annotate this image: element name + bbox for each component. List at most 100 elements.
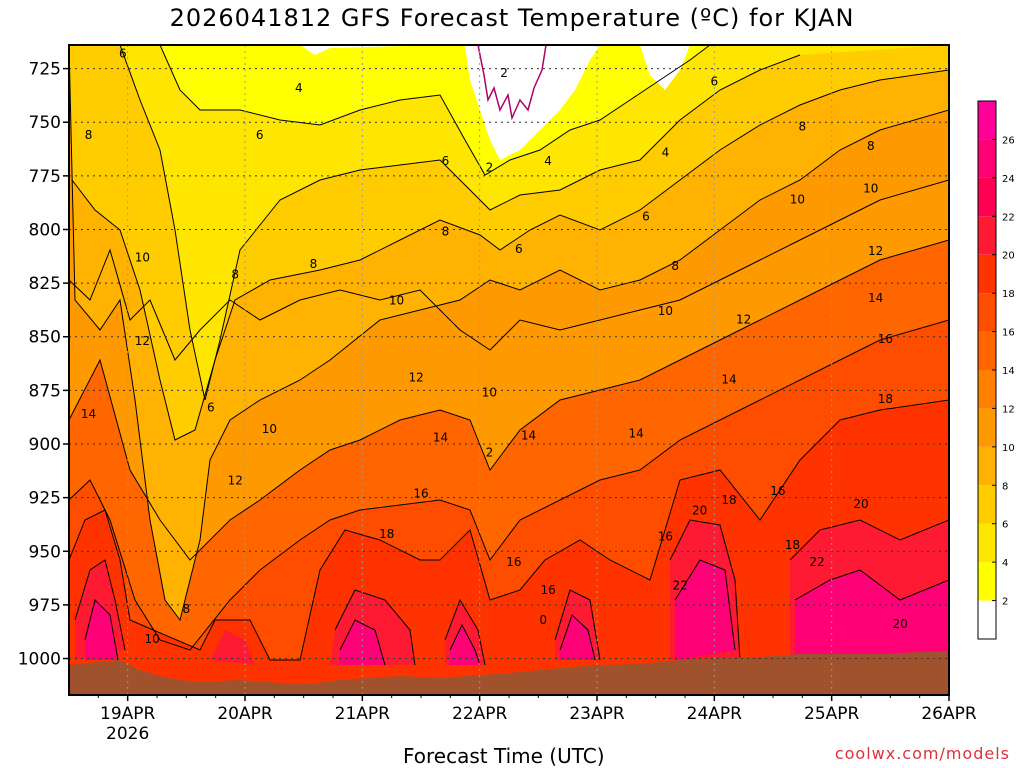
contour-label: 14 bbox=[721, 373, 736, 387]
y-tick-label: 875 bbox=[29, 381, 61, 401]
contour-line bbox=[69, 179, 949, 361]
contour-label: 14 bbox=[81, 407, 96, 421]
contour-label: 16 bbox=[506, 555, 521, 569]
x-tick-label: 24APR bbox=[687, 704, 743, 724]
y-tick-label: 925 bbox=[29, 489, 61, 509]
colorbar-tick-label: 22 bbox=[1002, 212, 1015, 223]
contour-label: 14 bbox=[628, 426, 643, 440]
x-tick-label: 22APR bbox=[452, 704, 508, 724]
contour-lines bbox=[69, 45, 949, 666]
contour-label: 8 bbox=[85, 128, 93, 142]
y-tick-label: 800 bbox=[29, 220, 61, 240]
contour-label: 10 bbox=[790, 192, 805, 206]
contour-label: 14 bbox=[868, 291, 883, 305]
colorbar-swatch bbox=[978, 177, 996, 217]
y-tick-label: 850 bbox=[29, 328, 61, 348]
colorbar-tick-label: 6 bbox=[1002, 520, 1008, 531]
contour-line bbox=[74, 519, 949, 666]
contour-label: 4 bbox=[295, 81, 303, 95]
colorbar-tick-label: 18 bbox=[1002, 289, 1015, 300]
x-tick-sublabel: 2026 bbox=[106, 724, 149, 744]
band-4 bbox=[120, 45, 949, 400]
contour-label: 2 bbox=[486, 160, 494, 174]
x-tick-label: 25APR bbox=[804, 704, 860, 724]
y-tick-label: 750 bbox=[29, 113, 61, 133]
contour-label: 20 bbox=[692, 504, 707, 518]
contour-label: 14 bbox=[433, 431, 448, 445]
contour-label: 8 bbox=[799, 120, 807, 134]
contour-label: 12 bbox=[228, 473, 243, 487]
contour-line bbox=[84, 559, 949, 666]
y-tick-label: 900 bbox=[29, 435, 61, 455]
colorbar-swatch bbox=[978, 216, 996, 255]
contour-label: 6 bbox=[515, 242, 523, 256]
magenta-isotherm bbox=[477, 45, 547, 121]
contour-label: 10 bbox=[482, 386, 497, 400]
contour-line bbox=[71, 69, 949, 441]
colorbar-swatch bbox=[978, 101, 996, 140]
contour-label: 22 bbox=[809, 555, 824, 569]
colorbar-swatch bbox=[978, 331, 996, 370]
contour-label: 12 bbox=[408, 371, 423, 385]
contour-label: 14 bbox=[521, 428, 536, 442]
contour-label: 16 bbox=[770, 484, 785, 498]
contour-label: 0 bbox=[539, 613, 547, 627]
contour-label: 2 bbox=[486, 446, 494, 460]
y-tick-label: 975 bbox=[29, 596, 61, 616]
contour-label: 6 bbox=[442, 154, 450, 168]
colorbar-tick-label: 24 bbox=[1002, 174, 1015, 185]
contour-label: 10 bbox=[262, 422, 277, 436]
contour-label: 8 bbox=[671, 259, 679, 273]
colorbar-swatch bbox=[978, 600, 996, 639]
contour-label: 10 bbox=[144, 632, 159, 646]
colorbar-tick-label: 14 bbox=[1002, 366, 1015, 377]
contour-label: 12 bbox=[736, 313, 751, 327]
contour-label: 6 bbox=[207, 401, 215, 415]
axes: 725 750 775 800 825 850 875 900 925 950 975 1000 19A… bbox=[18, 60, 977, 744]
band-22 bbox=[85, 560, 949, 665]
colorbar-swatch bbox=[978, 254, 996, 294]
contour-label: 16 bbox=[658, 529, 673, 543]
contour-labels: 6 4 2 6 8 6 6 2 4 4 8 8 10 10 8 6 6 12 10 8 8 8 10 10 12 14 12 16 12… bbox=[81, 47, 908, 647]
contour-label: 20 bbox=[853, 497, 868, 511]
colorbar-swatch bbox=[978, 293, 996, 332]
colorbar-swatch bbox=[978, 562, 996, 601]
plot-area bbox=[69, 45, 949, 695]
contour-label: 8 bbox=[231, 268, 239, 282]
chart-title: 2026041812 GFS Forecast Temperature (ºC)… bbox=[169, 4, 855, 32]
colorbar-swatch bbox=[978, 485, 996, 524]
contour-label: 22 bbox=[672, 579, 687, 593]
contour-label: 6 bbox=[642, 210, 650, 224]
colorbar-tick-label: 20 bbox=[1002, 251, 1015, 262]
colorbar-tick-label: 12 bbox=[1002, 404, 1015, 415]
colorbar-tick-label: 2 bbox=[1002, 597, 1008, 608]
contour-label: 8 bbox=[183, 602, 191, 616]
y-tick-label: 775 bbox=[29, 167, 61, 187]
y-tick-label: 1000 bbox=[18, 650, 61, 670]
contour-line bbox=[119, 45, 801, 401]
contour-label: 16 bbox=[413, 486, 428, 500]
x-tick-label: 21APR bbox=[335, 704, 391, 724]
y-tick-label: 950 bbox=[29, 542, 61, 562]
colorbar-tick-label: 16 bbox=[1002, 328, 1015, 339]
colorbar-swatch bbox=[978, 408, 996, 447]
colorbar-tick-label: 4 bbox=[1002, 558, 1008, 569]
contour-line bbox=[69, 399, 949, 661]
contour-line bbox=[69, 239, 949, 561]
band-0 bbox=[300, 45, 690, 160]
credit-text: coolwx.com/models bbox=[834, 744, 1010, 763]
y-tick-label: 825 bbox=[29, 274, 61, 294]
colorbar-swatch bbox=[978, 523, 996, 563]
contour-label: 16 bbox=[540, 583, 555, 597]
contour-label: 8 bbox=[867, 139, 875, 153]
colorbar-swatch bbox=[978, 370, 996, 409]
terrain bbox=[69, 651, 949, 695]
x-tick-label: 19APR bbox=[100, 704, 156, 724]
contour-label: 10 bbox=[135, 250, 150, 264]
contour-line bbox=[69, 45, 949, 622]
colorbar-tick-label: 26 bbox=[1002, 135, 1015, 146]
contour-label: 16 bbox=[878, 332, 893, 346]
contour-label: 6 bbox=[256, 128, 264, 142]
colorbar-swatch bbox=[978, 446, 996, 486]
